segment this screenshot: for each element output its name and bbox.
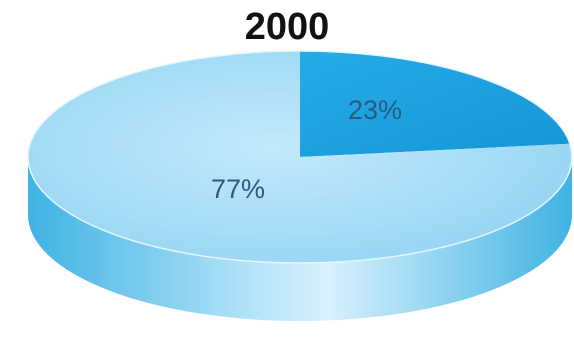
slice-label: 77% [211, 174, 265, 204]
pie-slice-77 [28, 51, 573, 263]
pie-slice-23 [300, 51, 570, 157]
pie-top [27, 50, 573, 264]
pie-wall [28, 157, 572, 321]
pie-rim [27, 50, 573, 264]
pie-labels: 23% 77% [211, 95, 402, 204]
chart-title: 2000 [244, 6, 330, 48]
slice-label: 23% [348, 95, 402, 125]
pie-side [28, 157, 572, 321]
